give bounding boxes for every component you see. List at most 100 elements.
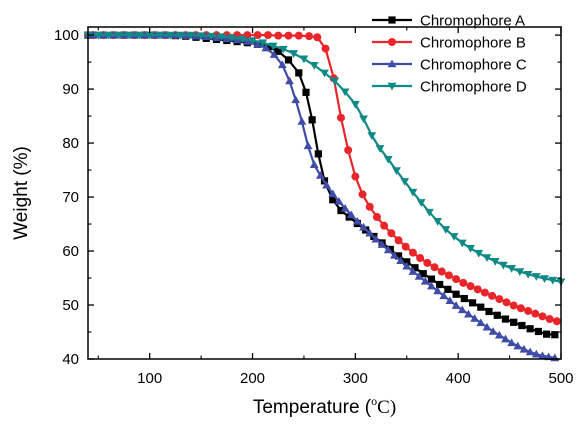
data-point — [295, 69, 303, 77]
data-point — [297, 117, 307, 125]
data-point — [269, 50, 279, 58]
data-point — [186, 31, 196, 40]
y-axis-title: Weight (%) — [11, 146, 32, 240]
legend-item: Chromophore D — [372, 79, 527, 96]
data-point — [545, 315, 554, 324]
data-point — [473, 285, 482, 294]
x-axis-unit: C) — [377, 397, 396, 418]
data-point — [515, 268, 525, 276]
data-point — [350, 100, 360, 109]
data-point — [482, 254, 492, 262]
data-point — [248, 37, 257, 45]
data-point — [531, 273, 541, 281]
data-point — [135, 31, 144, 40]
data-point — [124, 31, 134, 40]
data-point — [227, 34, 237, 43]
data-point — [408, 267, 418, 275]
y-tick-label: 80 — [62, 135, 79, 152]
legend-marker — [388, 38, 396, 46]
data-point — [507, 338, 517, 347]
data-point — [424, 208, 434, 217]
data-point — [411, 264, 419, 272]
data-point — [380, 221, 389, 230]
data-point — [344, 146, 353, 155]
x-tick-label: 500 — [548, 370, 573, 387]
data-point — [263, 31, 272, 40]
data-point — [372, 213, 381, 222]
data-point — [488, 327, 498, 335]
data-point — [416, 254, 425, 263]
data-point — [441, 226, 451, 234]
legend-item: Chromophore A — [372, 13, 525, 30]
data-point — [206, 32, 216, 41]
data-point — [531, 349, 541, 358]
data-point — [394, 236, 403, 245]
data-point — [436, 280, 444, 289]
data-point — [390, 250, 399, 259]
data-point — [93, 31, 103, 40]
data-point — [387, 229, 396, 238]
data-point — [480, 288, 489, 297]
data-point — [451, 301, 461, 309]
data-point — [452, 275, 461, 284]
data-point — [414, 272, 424, 280]
data-point — [328, 189, 338, 198]
data-point — [460, 294, 468, 303]
data-point — [416, 199, 426, 207]
data-point — [314, 150, 322, 158]
data-point — [534, 327, 542, 336]
data-point — [466, 282, 475, 291]
legend-label: Chromophore C — [420, 57, 527, 74]
data-point — [526, 325, 534, 333]
data-point — [371, 234, 381, 243]
data-point — [493, 311, 501, 319]
data-point — [419, 270, 427, 278]
data-point — [291, 95, 301, 104]
data-point — [548, 276, 558, 285]
data-point — [501, 334, 510, 343]
data-point — [464, 309, 473, 318]
data-point — [408, 248, 417, 257]
data-point — [457, 239, 467, 248]
data-point — [495, 295, 504, 304]
data-point — [427, 275, 436, 283]
data-point — [494, 330, 504, 339]
x-axis-title-text: Temperature ( — [253, 397, 372, 418]
data-point — [258, 39, 268, 48]
data-point — [445, 296, 455, 304]
data-point — [303, 141, 313, 150]
axes: 100 200 300 400 500 40 50 60 70 80 90 100 — [54, 27, 574, 387]
data-point — [538, 351, 547, 360]
data-point — [337, 206, 345, 215]
data-point — [439, 291, 449, 300]
data-point — [433, 286, 443, 295]
data-point — [510, 318, 518, 326]
data-point — [253, 39, 263, 48]
y-tick-label: 70 — [62, 189, 79, 206]
x-tick-label: 400 — [446, 370, 471, 387]
data-point — [551, 331, 559, 339]
data-point — [383, 155, 393, 164]
data-point — [294, 31, 303, 40]
series-chromophore-d — [83, 31, 566, 287]
data-point — [359, 115, 368, 124]
data-point — [274, 31, 283, 40]
data-point — [104, 31, 113, 40]
data-point — [485, 307, 493, 316]
data-point — [519, 344, 529, 353]
y-tick-label: 100 — [54, 27, 79, 44]
data-point — [309, 160, 319, 168]
data-point — [196, 32, 206, 41]
data-point — [531, 309, 540, 318]
data-point — [278, 45, 288, 54]
data-point — [330, 77, 340, 86]
data-point — [516, 304, 525, 313]
data-point — [351, 172, 360, 181]
data-point — [309, 62, 319, 70]
data-point — [315, 171, 325, 179]
legend-label: Chromophore B — [420, 35, 526, 52]
data-point — [313, 33, 322, 42]
data-point — [538, 312, 547, 321]
data-point — [264, 43, 272, 51]
data-point — [433, 218, 443, 226]
